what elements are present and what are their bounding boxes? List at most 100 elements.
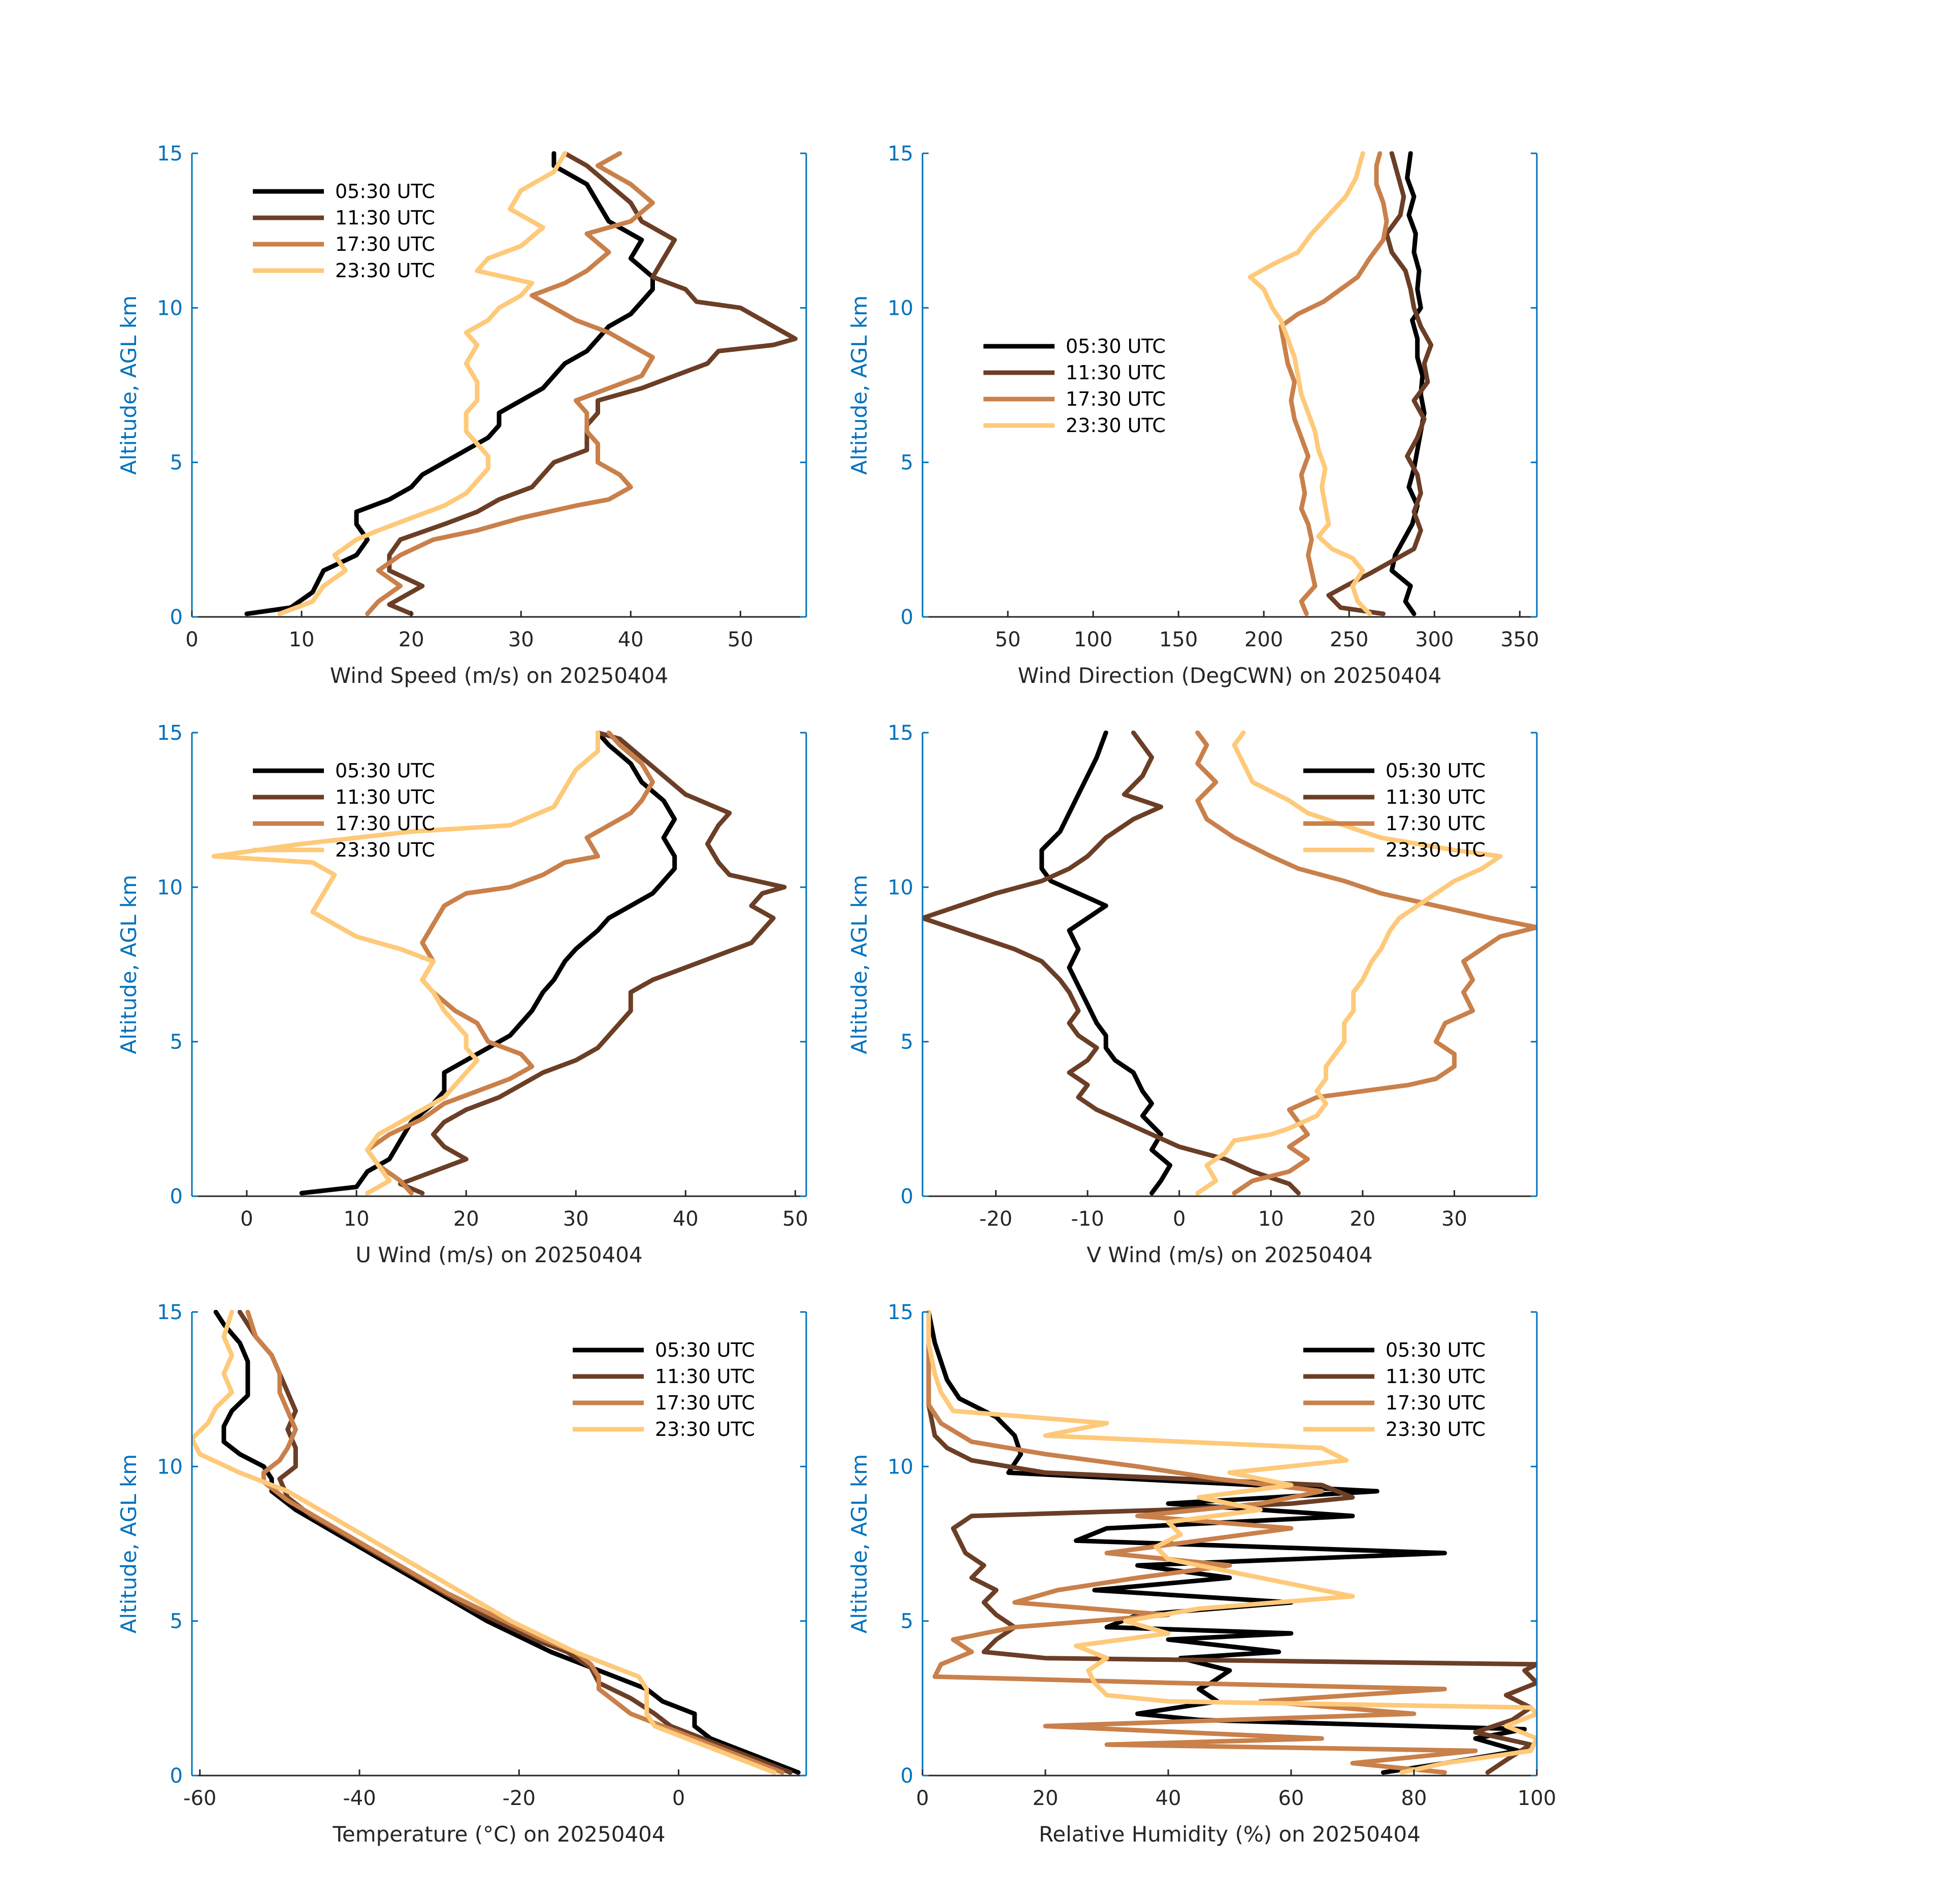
legend-label-3: 17:30 UTC bbox=[335, 233, 435, 255]
legend-label-1: 05:30 UTC bbox=[1386, 760, 1486, 782]
x-tick-label: 60 bbox=[1278, 1787, 1304, 1810]
series-group bbox=[192, 1310, 801, 1775]
x-tick-label: 20 bbox=[399, 628, 424, 651]
x-tick-label: 50 bbox=[782, 1207, 808, 1231]
series-line-1 bbox=[1039, 731, 1173, 1196]
chart-panel-6: 0 20 40 60 80 100 0 5 10 15 Relative Humidity (%) … bbox=[847, 1301, 1556, 1847]
legend-label-2: 11:30 UTC bbox=[655, 1365, 755, 1388]
y-tick-label: 5 bbox=[170, 451, 183, 475]
series-line-4 bbox=[192, 1310, 777, 1775]
series-line-1 bbox=[926, 1310, 1527, 1775]
legend-label-2: 11:30 UTC bbox=[1066, 362, 1166, 384]
y-tick-label: 10 bbox=[887, 297, 913, 320]
series-group bbox=[211, 731, 787, 1196]
legend-label-1: 05:30 UTC bbox=[655, 1339, 755, 1361]
legend: 05:30 UTC 11:30 UTC 17:30 UTC 23:30 UTC bbox=[1303, 1339, 1486, 1440]
series-line-2 bbox=[926, 1310, 1537, 1775]
x-axis-label: Relative Humidity (%) on 20250404 bbox=[1039, 1822, 1421, 1847]
x-tick-label: 300 bbox=[1415, 628, 1454, 651]
x-tick-label: 40 bbox=[618, 628, 644, 651]
y-tick-label: 15 bbox=[887, 142, 913, 166]
y-axis-label: Altitude, AGL km bbox=[116, 1454, 141, 1633]
legend-label-3: 17:30 UTC bbox=[1066, 388, 1166, 410]
legend: 05:30 UTC 11:30 UTC 17:30 UTC 23:30 UTC bbox=[983, 335, 1166, 437]
y-tick-label: 5 bbox=[901, 451, 913, 475]
legend-label-2: 11:30 UTC bbox=[1386, 786, 1486, 808]
y-tick-label: 10 bbox=[887, 1455, 913, 1479]
series-line-4 bbox=[211, 731, 600, 1196]
series-group bbox=[926, 1310, 1537, 1775]
series-line-1 bbox=[299, 731, 677, 1196]
y-tick-label: 0 bbox=[170, 606, 183, 629]
y-tick-label: 0 bbox=[901, 1185, 913, 1208]
x-tick-label: 10 bbox=[344, 1207, 370, 1231]
series-group bbox=[923, 731, 1537, 1196]
x-tick-label: 100 bbox=[1074, 628, 1112, 651]
y-axis-label: Altitude, AGL km bbox=[847, 1454, 872, 1633]
series-line-2 bbox=[387, 151, 798, 616]
y-tick-label: 5 bbox=[901, 1610, 913, 1633]
series-line-3 bbox=[1278, 151, 1389, 616]
legend-label-4: 23:30 UTC bbox=[655, 1418, 755, 1440]
series-line-4 bbox=[1247, 151, 1372, 616]
x-tick-label: 20 bbox=[1033, 1787, 1059, 1810]
y-tick-label: 5 bbox=[901, 1031, 913, 1054]
legend: 05:30 UTC 11:30 UTC 17:30 UTC 23:30 UTC bbox=[253, 180, 435, 282]
y-axis-label: Altitude, AGL km bbox=[847, 875, 872, 1054]
x-tick-label: 200 bbox=[1244, 628, 1283, 651]
x-tick-label: 0 bbox=[240, 1207, 253, 1231]
legend-label-3: 17:30 UTC bbox=[1386, 1392, 1486, 1414]
x-tick-label: 0 bbox=[672, 1787, 685, 1810]
x-tick-label: 40 bbox=[673, 1207, 699, 1231]
x-tick-label: 100 bbox=[1518, 1787, 1556, 1810]
series-line-1 bbox=[213, 1310, 801, 1775]
x-axis-label: U Wind (m/s) on 20250404 bbox=[355, 1242, 643, 1267]
chart-panel-5: -60 -40 -20 0 0 5 10 15 Temperature (°C) on 2025… bbox=[116, 1301, 807, 1847]
legend: 05:30 UTC 11:30 UTC 17:30 UTC 23:30 UTC bbox=[253, 760, 435, 861]
series-line-2 bbox=[1326, 151, 1434, 616]
y-axis-label: Altitude, AGL km bbox=[116, 296, 141, 475]
legend-label-1: 05:30 UTC bbox=[1386, 1339, 1486, 1361]
y-axis-label: Altitude, AGL km bbox=[847, 296, 872, 475]
series-line-2 bbox=[398, 731, 787, 1196]
legend-label-1: 05:30 UTC bbox=[335, 180, 435, 203]
y-tick-label: 0 bbox=[170, 1764, 183, 1788]
legend-label-3: 17:30 UTC bbox=[655, 1392, 755, 1414]
x-tick-label: 50 bbox=[728, 628, 753, 651]
legend: 05:30 UTC 11:30 UTC 17:30 UTC 23:30 UTC bbox=[573, 1339, 755, 1440]
x-tick-label: 40 bbox=[1156, 1787, 1181, 1810]
legend-label-4: 23:30 UTC bbox=[1386, 1418, 1486, 1440]
chart-panel-2: 50 100 150 200 250 300 350 0 5 10 15 Wind Direction… bbox=[847, 142, 1539, 688]
x-tick-label: 10 bbox=[1258, 1207, 1284, 1231]
x-tick-label: 20 bbox=[453, 1207, 479, 1231]
series-group bbox=[1247, 151, 1434, 616]
y-tick-label: 10 bbox=[157, 1455, 183, 1479]
x-axis-label: Temperature (°C) on 20250404 bbox=[332, 1822, 665, 1847]
legend: 05:30 UTC 11:30 UTC 17:30 UTC 23:30 UTC bbox=[1303, 760, 1486, 861]
y-tick-label: 10 bbox=[887, 876, 913, 899]
y-tick-label: 5 bbox=[170, 1610, 183, 1633]
y-axis-label: Altitude, AGL km bbox=[116, 875, 141, 1054]
y-tick-label: 5 bbox=[170, 1031, 183, 1054]
legend-label-2: 11:30 UTC bbox=[1386, 1365, 1486, 1388]
y-tick-label: 15 bbox=[157, 142, 183, 166]
chart-panel-4: -20 -10 0 10 20 30 0 5 10 15 V Wind (m/s) on 20250… bbox=[847, 721, 1538, 1267]
x-axis-label: Wind Speed (m/s) on 20250404 bbox=[330, 663, 668, 688]
y-tick-label: 15 bbox=[157, 1301, 183, 1324]
series-line-3 bbox=[365, 151, 655, 616]
y-tick-label: 15 bbox=[887, 1301, 913, 1324]
series-group bbox=[244, 151, 798, 616]
y-tick-label: 0 bbox=[901, 606, 913, 629]
y-tick-label: 0 bbox=[170, 1185, 183, 1208]
x-axis-label: V Wind (m/s) on 20250404 bbox=[1087, 1242, 1373, 1267]
x-tick-label: 30 bbox=[563, 1207, 589, 1231]
x-tick-label: 150 bbox=[1159, 628, 1198, 651]
series-line-3 bbox=[245, 1310, 785, 1775]
x-tick-label: 0 bbox=[916, 1787, 929, 1810]
y-tick-label: 15 bbox=[157, 721, 183, 745]
legend-label-4: 23:30 UTC bbox=[1066, 414, 1166, 437]
y-tick-label: 10 bbox=[157, 297, 183, 320]
legend-label-4: 23:30 UTC bbox=[1386, 839, 1486, 861]
